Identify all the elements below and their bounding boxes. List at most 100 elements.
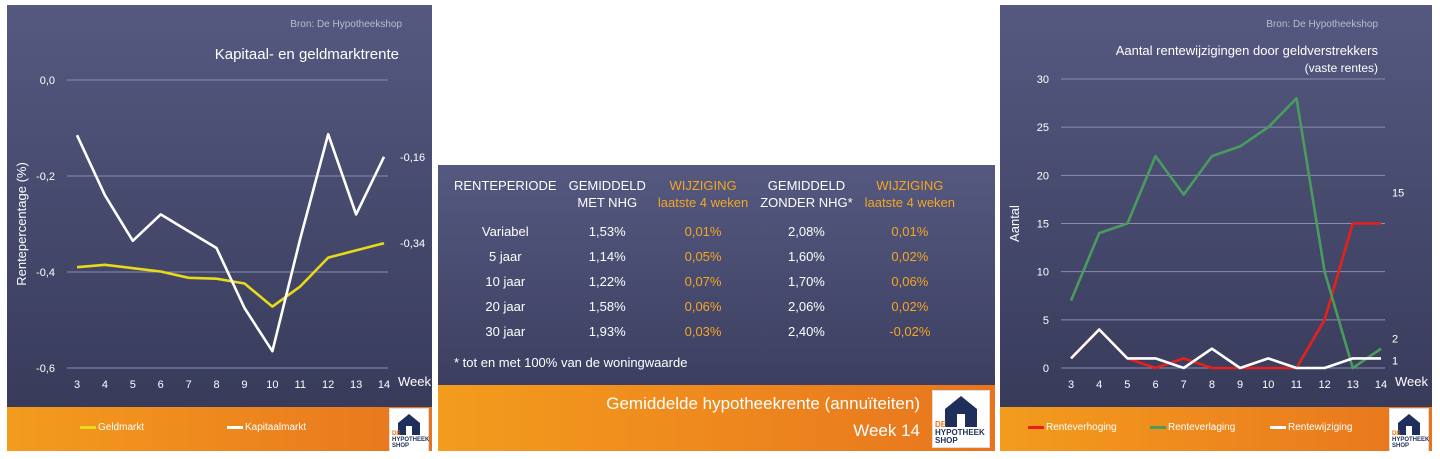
header-renteperiode: RENTEPERIODE bbox=[454, 178, 557, 193]
cell-wijziging-zonder: 0,01% bbox=[891, 224, 929, 239]
cell-met-nhg: 1,14% bbox=[588, 249, 626, 264]
right-xtick-label: 9 bbox=[1237, 379, 1243, 391]
cell-met-nhg: 1,22% bbox=[588, 274, 626, 289]
cell-period: 5 jaar bbox=[489, 249, 522, 264]
left-xtick-label: 14 bbox=[378, 379, 390, 391]
right-xtick-label: 5 bbox=[1124, 379, 1130, 391]
left-ylabel: Rentepercentage (%) bbox=[14, 162, 29, 286]
left-xtick-label: 11 bbox=[295, 379, 306, 391]
legend-label-renteverhoging: Renteverhoging bbox=[1046, 422, 1117, 433]
legend-swatch-renteverhoging bbox=[1028, 425, 1044, 429]
right-xtick-label: 10 bbox=[1262, 379, 1274, 391]
right-xtick-label: 8 bbox=[1209, 379, 1215, 391]
left-xtick-label: 13 bbox=[350, 379, 362, 391]
left-ytick-label: 0,0 bbox=[40, 75, 55, 87]
left-legend-bar: Geldmarkt Kapitaalmarkt DE HYPOTHEEK SHOP bbox=[7, 407, 432, 451]
right-xtick-label: 6 bbox=[1152, 379, 1158, 391]
cell-zonder-nhg: 2,06% bbox=[788, 299, 825, 314]
rates-table: RENTEPERIODE GEMIDDELD MET NHG WIJZIGING l… bbox=[448, 177, 961, 344]
cell-met-nhg: 1,93% bbox=[588, 324, 626, 339]
title-bar bbox=[438, 385, 995, 451]
right-xtick-label: 13 bbox=[1347, 379, 1359, 391]
right-ytick-label: 20 bbox=[1037, 170, 1049, 182]
right-xlabel: Week bbox=[1395, 374, 1428, 389]
right-xtick-label: 14 bbox=[1375, 379, 1387, 391]
right-end-label: 2 bbox=[1392, 334, 1398, 346]
legend-label-kapitaalmarkt: Kapitaalmarkt bbox=[245, 422, 307, 433]
right-xtick-label: 12 bbox=[1319, 379, 1331, 391]
right-ytick-label: 15 bbox=[1037, 219, 1049, 231]
right-chart-panel: Bron: De Hypotheekshop Aantal rentewijzi… bbox=[1000, 5, 1432, 451]
logo-text: DE HYPOTHEEK SHOP bbox=[392, 431, 430, 449]
left-xtick-label: 3 bbox=[74, 379, 80, 391]
left-ytick-label: -0,4 bbox=[36, 267, 55, 279]
legend-swatch-rentewijziging bbox=[1270, 425, 1286, 429]
cell-wijziging-met: 0,03% bbox=[684, 324, 722, 339]
legend-swatch-geldmarkt bbox=[80, 425, 96, 429]
left-xtick-label: 10 bbox=[266, 379, 278, 391]
cell-met-nhg: 1,53% bbox=[588, 224, 626, 239]
house-icon bbox=[398, 414, 420, 435]
left-ytick-label: -0,6 bbox=[36, 363, 55, 375]
cell-wijziging-met: 0,01% bbox=[684, 224, 722, 239]
right-ytick-label: 30 bbox=[1037, 74, 1049, 86]
logo: DE HYPOTHEEK SHOP bbox=[1389, 408, 1429, 451]
cell-wijziging-met: 0,06% bbox=[684, 299, 722, 314]
house-icon bbox=[945, 396, 977, 427]
left-xtick-label: 9 bbox=[241, 379, 247, 391]
logo-text: DE HYPOTHEEK SHOP bbox=[935, 420, 985, 445]
header-gemiddeld-zonder-nhg: GEMIDDELD ZONDER NHG* bbox=[760, 178, 853, 210]
cell-wijziging-met: 0,07% bbox=[684, 274, 722, 289]
legend-swatch-renteverlaging bbox=[1150, 425, 1166, 429]
legend-rentewijziging: Rentewijziging bbox=[1270, 422, 1352, 433]
rates-panel: RENTEPERIODE GEMIDDELD MET NHG WIJZIGING l… bbox=[438, 165, 995, 451]
header-wijziging-2: WIJZIGING laatste 4 weken bbox=[864, 178, 956, 210]
right-ytick-label: 0 bbox=[1043, 363, 1049, 375]
left-end-label: -0,16 bbox=[400, 152, 425, 164]
house-icon bbox=[1398, 414, 1420, 435]
left-series-line-kapitaalmarkt bbox=[75, 132, 386, 353]
table-row: 10 jaar 1,22% 0,07% 1,70% 0,06% bbox=[448, 269, 961, 294]
cell-period: 10 jaar bbox=[485, 274, 526, 289]
right-end-label: 15 bbox=[1392, 188, 1404, 200]
right-chart-title: Aantal rentewijzigingen door geldverstre… bbox=[1115, 43, 1378, 58]
cell-wijziging-met: 0,05% bbox=[684, 249, 722, 264]
right-ylabel: Aantal bbox=[1007, 205, 1022, 242]
cell-period: 30 jaar bbox=[485, 324, 526, 339]
cell-period: 20 jaar bbox=[485, 299, 526, 314]
left-chart-title: Kapitaal- en geldmarktrente bbox=[214, 46, 399, 63]
header-gemiddeld-met-nhg: GEMIDDELD MET NHG bbox=[568, 178, 646, 210]
right-xtick-label: 7 bbox=[1181, 379, 1187, 391]
left-series-line-geldmarkt bbox=[76, 241, 385, 308]
legend-label-geldmarkt: Geldmarkt bbox=[98, 422, 145, 433]
table-row: 30 jaar 1,93% 0,03% 2,40% -0,02% bbox=[448, 319, 961, 344]
legend-swatch-kapitaalmarkt bbox=[227, 425, 243, 429]
rates-table-background bbox=[438, 165, 995, 385]
cell-zonder-nhg: 2,08% bbox=[788, 224, 825, 239]
legend-kapitaalmarkt: Kapitaalmarkt bbox=[227, 422, 306, 433]
left-xtick-label: 6 bbox=[158, 379, 164, 391]
cell-zonder-nhg: 1,70% bbox=[788, 274, 825, 289]
legend-renteverhoging: Renteverhoging bbox=[1028, 422, 1117, 433]
right-xtick-label: 3 bbox=[1068, 379, 1074, 391]
right-end-label: 1 bbox=[1392, 355, 1398, 367]
legend-label-rentewijziging: Rentewijziging bbox=[1288, 422, 1353, 433]
week-label: Week 14 bbox=[853, 421, 920, 440]
left-xtick-label: 12 bbox=[322, 379, 334, 391]
logo: DE HYPOTHEEK SHOP bbox=[389, 408, 429, 451]
right-chart-subtitle: (vaste rentes) bbox=[1304, 61, 1378, 75]
table-header-row: RENTEPERIODE GEMIDDELD MET NHG WIJZIGING l… bbox=[448, 177, 961, 219]
right-series-line-renteverhoging bbox=[1070, 222, 1381, 370]
left-xlabel: Week bbox=[398, 374, 431, 389]
left-xtick-label: 5 bbox=[130, 379, 136, 391]
cell-period: Variabel bbox=[481, 224, 529, 239]
table-title: Gemiddelde hypotheekrente (annuïteiten) bbox=[606, 394, 920, 413]
right-xtick-label: 11 bbox=[1291, 379, 1302, 391]
cell-wijziging-zonder: 0,06% bbox=[891, 274, 929, 289]
logo: DE HYPOTHEEK SHOP bbox=[932, 390, 990, 448]
cell-zonder-nhg: 1,60% bbox=[788, 249, 825, 264]
table-row: 20 jaar 1,58% 0,06% 2,06% 0,02% bbox=[448, 294, 961, 319]
legend-renteverlaging: Renteverlaging bbox=[1150, 422, 1235, 433]
right-series-line-renteverlaging bbox=[1069, 97, 1382, 370]
left-source: Bron: De Hypotheekshop bbox=[290, 19, 402, 30]
